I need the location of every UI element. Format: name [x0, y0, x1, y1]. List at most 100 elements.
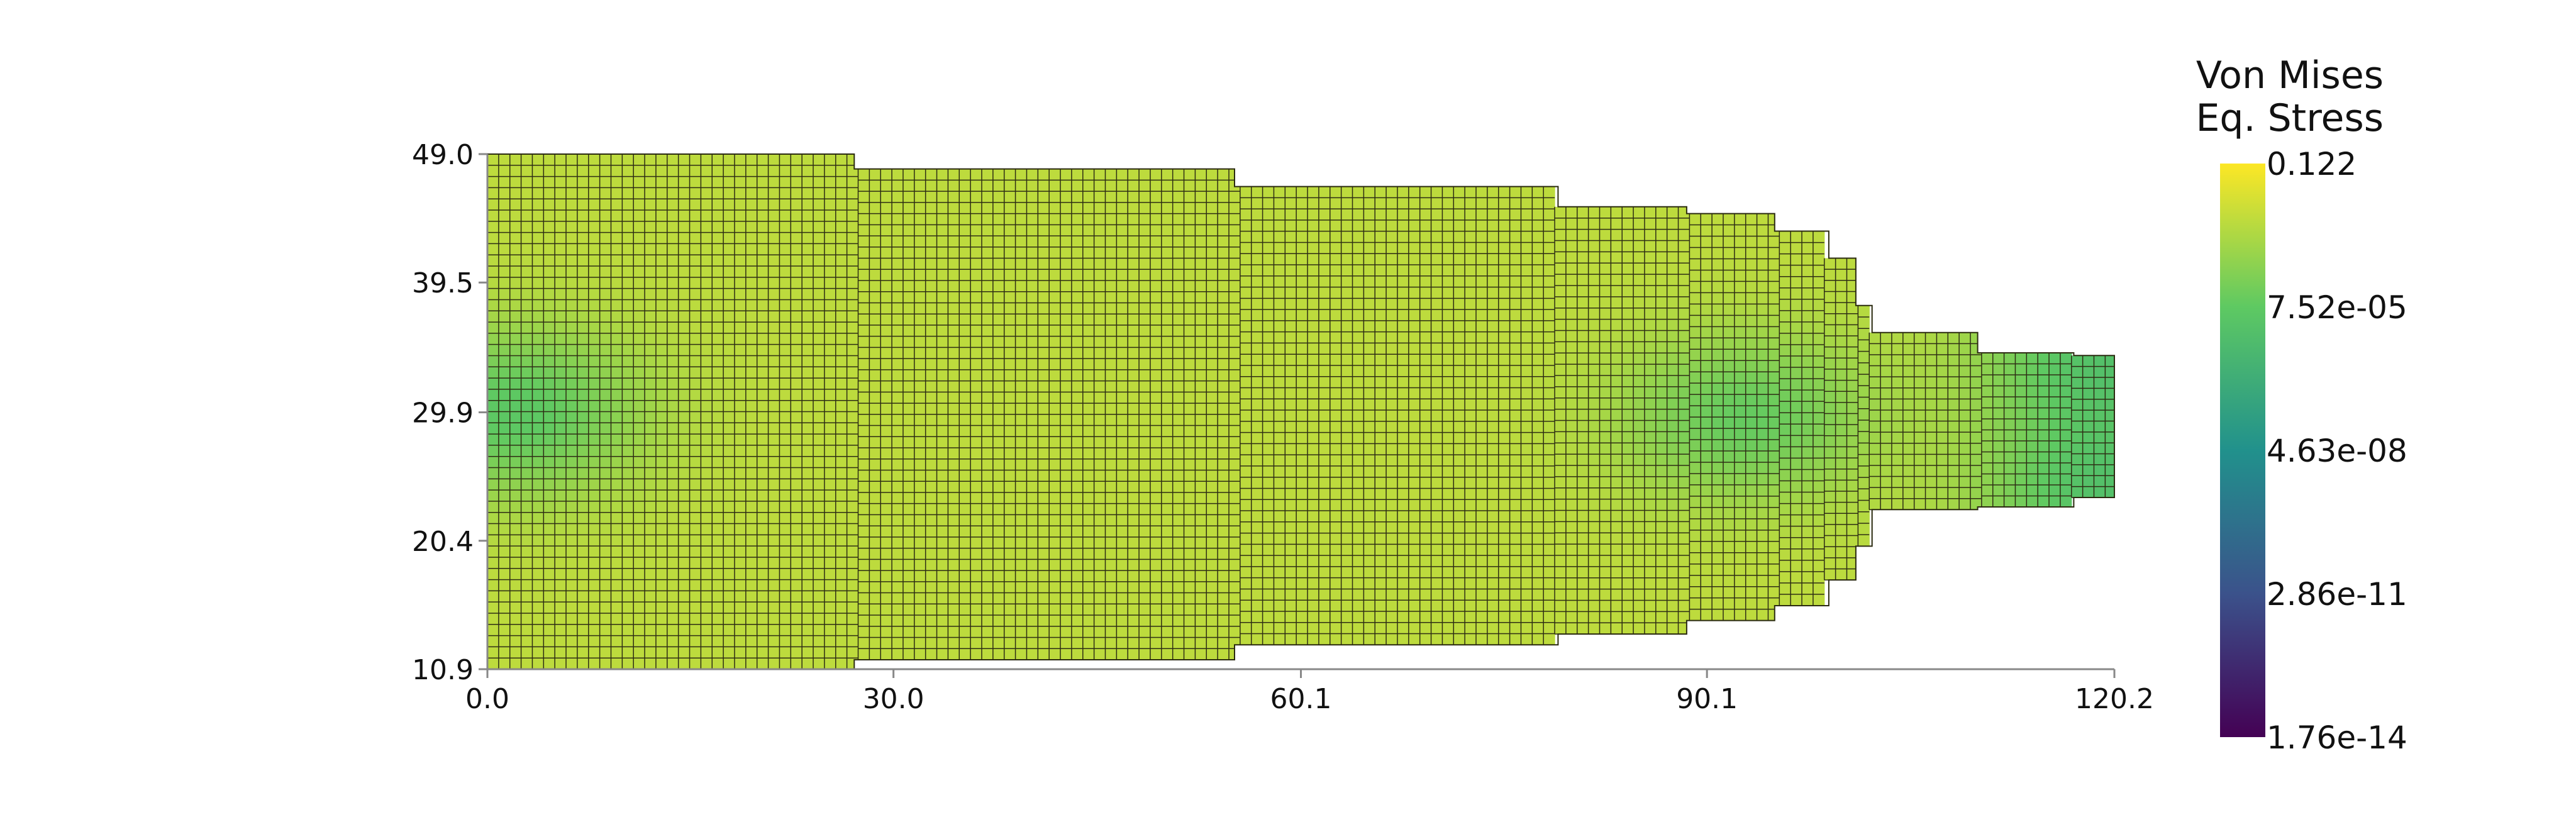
mesh-cell: [1599, 431, 1611, 443]
mesh-cell: [869, 291, 881, 303]
mesh-cell: [521, 221, 533, 233]
mesh-cell: [858, 281, 870, 292]
mesh-cell: [622, 311, 634, 323]
mesh-cell: [1206, 180, 1218, 192]
mesh-cell: [1599, 375, 1611, 387]
mesh-cell: [970, 615, 982, 627]
mesh-cell: [588, 423, 601, 435]
mesh-cell: [1453, 600, 1465, 612]
mesh-cell: [656, 624, 668, 636]
mesh-cell: [824, 378, 836, 390]
mesh-cell: [982, 191, 994, 203]
mesh-cell: [1476, 320, 1488, 333]
mesh-cell: [1060, 570, 1072, 582]
mesh-cell: [936, 314, 948, 326]
mesh-cell: [1015, 570, 1028, 582]
mesh-cell: [1442, 365, 1454, 377]
mesh-cell: [1667, 342, 1679, 353]
mesh-cell: [992, 459, 1005, 470]
mesh-cell: [1689, 383, 1701, 395]
mesh-cell: [1599, 420, 1611, 432]
mesh-cell: [779, 434, 791, 446]
mesh-cell: [1330, 186, 1342, 198]
mesh-cell: [847, 624, 859, 636]
mesh-cell: [1577, 229, 1589, 242]
mesh-cell: [498, 512, 511, 525]
mesh-cell: [1802, 401, 1814, 413]
mesh-cell: [1476, 231, 1488, 243]
mesh-cell: [509, 187, 522, 199]
mesh-cell: [1274, 600, 1285, 612]
mesh-cell: [1588, 443, 1601, 455]
mesh-cell: [1218, 247, 1230, 259]
mesh-cell: [599, 299, 612, 311]
mesh-cell: [970, 392, 982, 404]
mesh-cell: [1768, 428, 1780, 440]
mesh-cell: [1184, 325, 1196, 337]
mesh-cell: [1645, 206, 1657, 219]
mesh-cell: [588, 333, 601, 345]
mesh-cell: [1633, 521, 1645, 533]
mesh-cell: [1105, 414, 1117, 426]
mesh-cell: [1318, 354, 1331, 366]
mesh-cell: [1521, 399, 1533, 411]
mesh-cell: [959, 559, 971, 571]
mesh-cell: [745, 579, 758, 591]
mesh-cell: [1611, 240, 1623, 252]
mesh-cell: [1701, 609, 1713, 621]
mesh-cell: [1015, 369, 1028, 382]
mesh-cell: [1565, 589, 1578, 601]
mesh-cell: [1307, 566, 1319, 579]
mesh-cell: [599, 490, 612, 502]
mesh-cell: [1678, 510, 1690, 522]
mesh-cell: [1779, 503, 1791, 516]
mesh-cell: [847, 355, 859, 367]
mesh-cell: [1667, 431, 1679, 443]
mesh-cell: [1532, 231, 1544, 243]
mesh-cell: [779, 467, 791, 479]
mesh-cell: [1172, 314, 1185, 326]
mesh-cell: [970, 225, 982, 236]
mesh-cell: [1419, 231, 1432, 243]
mesh-cell: [1341, 577, 1353, 590]
mesh-cell: [1701, 496, 1713, 508]
mesh-cell: [1487, 242, 1499, 254]
mesh-cell: [1274, 533, 1285, 545]
mesh-cell: [1712, 258, 1724, 271]
mesh-cell: [1745, 496, 1758, 508]
mesh-cell: [1386, 265, 1398, 277]
mesh-cell: [1318, 309, 1331, 321]
mesh-cell: [1521, 287, 1533, 299]
mesh-cell: [1588, 330, 1601, 342]
mesh-cell: [701, 557, 713, 569]
mesh-cell: [1611, 566, 1623, 579]
mesh-cell: [1060, 369, 1072, 382]
mesh-cell: [1307, 287, 1319, 299]
mesh-cell: [678, 378, 691, 390]
mesh-cell: [656, 176, 668, 188]
mesh-cell: [1588, 465, 1601, 477]
mesh-cell: [903, 637, 915, 649]
mesh-cell: [1790, 287, 1802, 300]
mesh-cell: [1038, 392, 1050, 404]
mesh-cell: [1419, 611, 1432, 623]
mesh-cell: [1588, 296, 1601, 309]
mesh-cell: [1015, 303, 1028, 314]
mesh-cell: [1105, 626, 1117, 638]
mesh-cell: [1453, 309, 1465, 321]
mesh-cell: [982, 225, 994, 236]
mesh-cell: [847, 187, 859, 199]
mesh-cell: [1206, 247, 1218, 259]
mesh-cell: [1038, 536, 1050, 549]
mesh-cell: [1689, 338, 1701, 350]
mesh-cell: [577, 647, 589, 659]
mesh-cell: [1262, 589, 1275, 601]
mesh-cell: [1521, 533, 1533, 545]
mesh-cell: [498, 333, 511, 345]
mesh-cell: [858, 369, 870, 382]
mesh-cell: [1712, 315, 1724, 327]
mesh-cell: [1206, 559, 1218, 571]
mesh-cell: [532, 355, 544, 367]
mesh-cell: [1476, 410, 1488, 422]
mesh-cell: [1408, 544, 1421, 556]
